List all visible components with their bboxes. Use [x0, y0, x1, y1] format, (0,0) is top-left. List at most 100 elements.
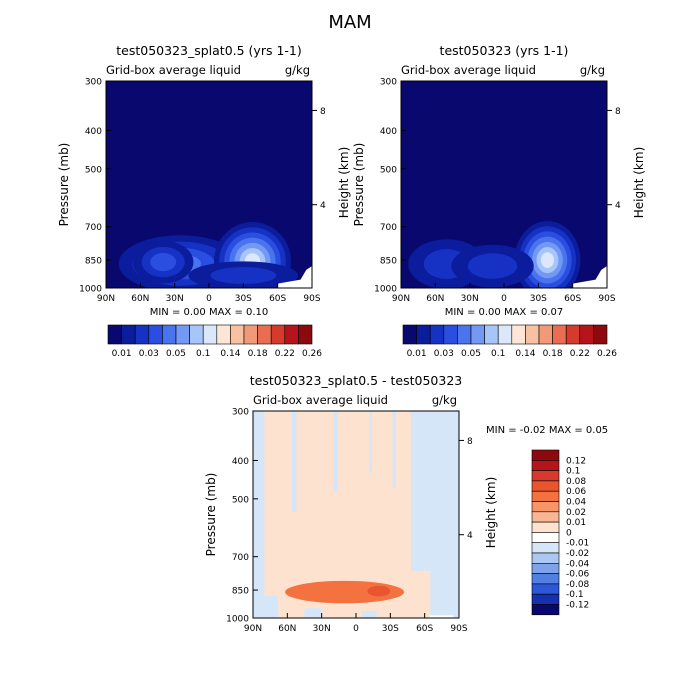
negative-region: [253, 596, 279, 618]
colorbar-swatch: [298, 324, 313, 345]
colorbar-swatch: [531, 521, 560, 533]
x-tick-label: 90S: [450, 624, 467, 634]
y2-axis-title: Height (km): [337, 147, 351, 218]
x-tick-label: 90S: [598, 294, 615, 304]
chart-title: test050323_splat0.5 - test050323: [250, 373, 463, 388]
x-tick-label: 90N: [392, 294, 410, 304]
liquid-contour-0-6: [540, 252, 555, 268]
colorbar-swatch: [270, 324, 286, 345]
colorbar-swatch: [134, 324, 150, 345]
colorbar-swatch: [416, 324, 431, 345]
colorbar-label: -0.01: [566, 539, 589, 549]
stats-label: MIN = 0.00 MAX = 0.10: [150, 307, 269, 318]
colorbar-swatch: [402, 324, 417, 345]
negative-region: [333, 411, 338, 492]
chart-plot-area: [106, 81, 312, 288]
y-tick-label: 700: [85, 223, 102, 233]
colorbar-label: 0.05: [166, 349, 186, 359]
colorbar-swatch: [531, 490, 560, 502]
y2-tick-label: 4: [320, 201, 326, 211]
y-tick-label: 500: [380, 165, 397, 175]
x-tick-label: 0: [501, 294, 507, 304]
y-tick-label: 500: [232, 495, 249, 505]
colorbar-label: -0.06: [566, 570, 590, 580]
colorbar-swatch: [429, 324, 445, 345]
colorbar-swatch: [243, 324, 258, 345]
y2-tick-label: 4: [615, 201, 621, 211]
colorbar-swatch: [531, 542, 560, 554]
y-tick-label: 300: [85, 78, 102, 88]
chart-units-label: g/kg: [432, 393, 457, 407]
y-tick-label: 1000: [226, 615, 249, 625]
y-tick-label: 700: [232, 553, 249, 563]
y2-tick-label: 8: [615, 107, 621, 117]
colorbar-swatch: [443, 324, 458, 345]
x-tick-label: 0: [353, 624, 359, 634]
x-tick-label: 60S: [416, 624, 433, 634]
colorbar-swatch: [497, 324, 513, 345]
colorbar-label: 0.12: [566, 456, 586, 466]
x-tick-label: 30N: [166, 294, 184, 304]
y-tick-label: 400: [380, 127, 397, 137]
x-tick-label: 60N: [278, 624, 296, 634]
colorbar-swatch: [230, 324, 245, 345]
colorbar-swatch: [531, 449, 560, 461]
colorbar-swatch: [511, 324, 526, 345]
colorbar-label: 0.14: [515, 349, 535, 359]
colorbar-label: 0.01: [112, 349, 132, 359]
colorbar-swatch: [216, 324, 231, 345]
colorbar-label: 0.06: [566, 487, 586, 497]
y-tick-label: 700: [380, 223, 397, 233]
colorbar-swatch: [593, 324, 608, 345]
chart-units-label: g/kg: [285, 63, 310, 77]
x-tick-label: 90S: [303, 294, 320, 304]
chart-panel-top-right: test050323 (yrs 1-1) Grid-box average liq…: [352, 43, 646, 359]
x-tick-label: 60S: [564, 294, 581, 304]
y-tick-label: 400: [232, 457, 249, 467]
colorbar-label: 0.08: [566, 477, 586, 487]
colorbar-swatch: [531, 511, 560, 523]
negative-region: [392, 411, 397, 489]
y2-axis-title: Height (km): [632, 147, 646, 218]
negative-region: [253, 411, 265, 618]
figure-title: MAM: [328, 12, 371, 33]
liquid-contour-3-1: [210, 267, 277, 285]
surface-mask: [572, 266, 607, 288]
colorbar-swatch: [257, 324, 272, 345]
colorbar-label: 0.22: [275, 349, 295, 359]
y-tick-label: 1000: [79, 285, 102, 295]
chart-panel-top-left: test050323_splat0.5 (yrs 1-1) Grid-box av…: [57, 43, 351, 359]
anomaly-contour-1-0: [367, 585, 391, 597]
colorbar-swatch: [531, 480, 560, 492]
x-tick-label: 30N: [313, 624, 331, 634]
x-tick-label: 0: [206, 294, 212, 304]
colorbar-swatch: [531, 459, 560, 471]
colorbar-swatch: [531, 552, 560, 564]
negative-region: [430, 411, 459, 618]
colorbar-label: 0.02: [566, 508, 586, 518]
y-tick-label: 400: [85, 127, 102, 137]
colorbar-swatch: [189, 324, 204, 345]
colorbar-swatch: [531, 593, 560, 605]
colorbar-swatch: [531, 532, 560, 544]
surface-mask: [277, 266, 312, 288]
colorbar-label: 0.04: [566, 498, 586, 508]
chart-variable-label: Grid-box average liquid: [106, 63, 241, 77]
colorbar-label: -0.08: [566, 580, 590, 590]
colorbar-label: -0.1: [566, 590, 584, 600]
colorbar-swatch: [525, 324, 540, 345]
chart-title: test050323 (yrs 1-1): [440, 43, 569, 58]
liquid-contour-2-2: [150, 252, 177, 272]
chart-units-label: g/kg: [580, 63, 605, 77]
colorbar-label: 0.1: [491, 349, 505, 359]
x-tick-label: 30S: [382, 624, 399, 634]
colorbar-swatch: [202, 324, 218, 345]
x-tick-label: 90N: [244, 624, 262, 634]
y2-tick-label: 4: [467, 531, 473, 541]
y-axis-title: Pressure (mb): [352, 143, 366, 227]
x-tick-label: 90N: [97, 294, 115, 304]
colorbar-swatch: [538, 324, 553, 345]
y2-tick-label: 8: [320, 107, 326, 117]
x-tick-label: 60N: [426, 294, 444, 304]
chart-variable-label: Grid-box average liquid: [401, 63, 536, 77]
